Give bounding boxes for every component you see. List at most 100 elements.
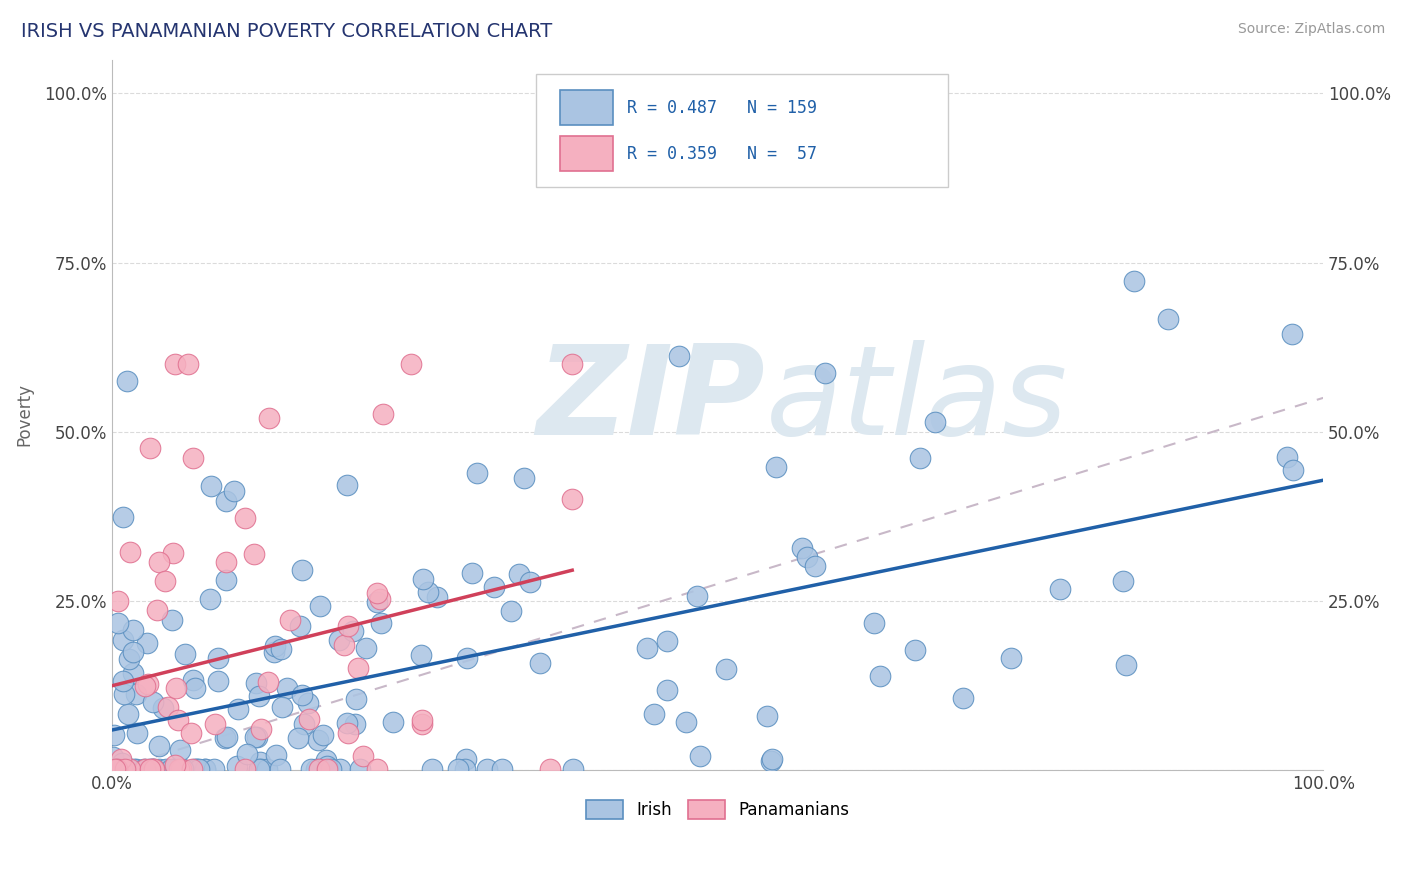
Point — [291, 688, 314, 702]
Point — [328, 632, 350, 647]
Point — [200, 479, 222, 493]
Point — [204, 716, 226, 731]
Point — [134, 762, 156, 776]
Text: Source: ZipAtlas.com: Source: ZipAtlas.com — [1237, 22, 1385, 37]
Legend: Irish, Panamanians: Irish, Panamanians — [579, 793, 856, 826]
Point — [148, 555, 170, 569]
Point — [162, 547, 184, 561]
Point — [370, 615, 392, 630]
Point — [180, 762, 202, 776]
Point — [148, 762, 170, 776]
Point — [686, 589, 709, 603]
Point — [183, 450, 205, 465]
Point — [657, 683, 679, 698]
Point — [162, 762, 184, 776]
Point — [259, 411, 281, 425]
Point — [315, 753, 337, 767]
Point — [233, 511, 256, 525]
Point — [135, 636, 157, 650]
Point — [141, 762, 163, 776]
Point — [160, 613, 183, 627]
Point — [513, 471, 536, 485]
Point — [264, 747, 287, 762]
Text: ZIP: ZIP — [536, 340, 765, 461]
Point — [354, 640, 377, 655]
Point — [276, 681, 298, 696]
Point — [336, 725, 359, 739]
Point — [215, 555, 238, 569]
Point — [1112, 574, 1135, 588]
Point — [117, 707, 139, 722]
Point — [125, 762, 148, 776]
Point — [249, 762, 271, 776]
Point — [287, 731, 309, 745]
Point — [1000, 651, 1022, 665]
Point — [366, 762, 388, 776]
Point — [107, 762, 129, 776]
Point — [1049, 582, 1071, 597]
Point — [491, 762, 513, 776]
Point — [104, 762, 127, 776]
Point — [247, 690, 270, 704]
Point — [256, 762, 278, 776]
Point — [1281, 327, 1303, 342]
Point — [454, 752, 477, 766]
Point — [655, 633, 678, 648]
Point — [344, 691, 367, 706]
Point — [184, 762, 207, 776]
Point — [1115, 658, 1137, 673]
Point — [299, 762, 322, 776]
Point — [371, 407, 394, 421]
Point — [233, 762, 256, 776]
Point — [336, 477, 359, 491]
Point — [214, 574, 236, 588]
Point — [643, 706, 665, 721]
Point — [125, 687, 148, 701]
Point — [169, 743, 191, 757]
Point — [420, 762, 443, 776]
Point — [307, 733, 329, 747]
Point — [447, 762, 470, 776]
Point — [562, 762, 585, 776]
Point — [134, 762, 156, 776]
Point — [499, 604, 522, 618]
Point — [308, 762, 330, 776]
Point — [411, 717, 433, 731]
Point — [110, 752, 132, 766]
Point — [270, 641, 292, 656]
Point — [143, 762, 166, 776]
Point — [910, 451, 932, 466]
Point — [194, 762, 217, 776]
Point — [316, 759, 339, 773]
Point — [104, 762, 127, 776]
Point — [538, 762, 561, 776]
Point — [187, 762, 209, 776]
Point — [121, 666, 143, 681]
Point — [465, 466, 488, 480]
Point — [111, 756, 134, 771]
Point — [122, 623, 145, 637]
Point — [346, 661, 368, 675]
Point — [759, 754, 782, 768]
Text: R = 0.487   N = 159: R = 0.487 N = 159 — [627, 99, 817, 117]
Point — [225, 759, 247, 773]
Point — [111, 762, 134, 776]
Point — [290, 619, 312, 633]
Point — [103, 728, 125, 742]
Point — [120, 762, 142, 776]
Point — [142, 695, 165, 709]
Point — [186, 762, 208, 776]
Text: atlas: atlas — [766, 340, 1069, 461]
Point — [224, 483, 246, 498]
Point — [292, 716, 315, 731]
Point — [716, 662, 738, 676]
Point — [263, 639, 285, 653]
Point — [138, 762, 160, 776]
Point — [243, 547, 266, 561]
Point — [1275, 450, 1298, 464]
Point — [112, 762, 135, 776]
Point — [226, 701, 249, 715]
Point — [336, 716, 359, 731]
Point — [409, 648, 432, 662]
Point — [689, 749, 711, 764]
